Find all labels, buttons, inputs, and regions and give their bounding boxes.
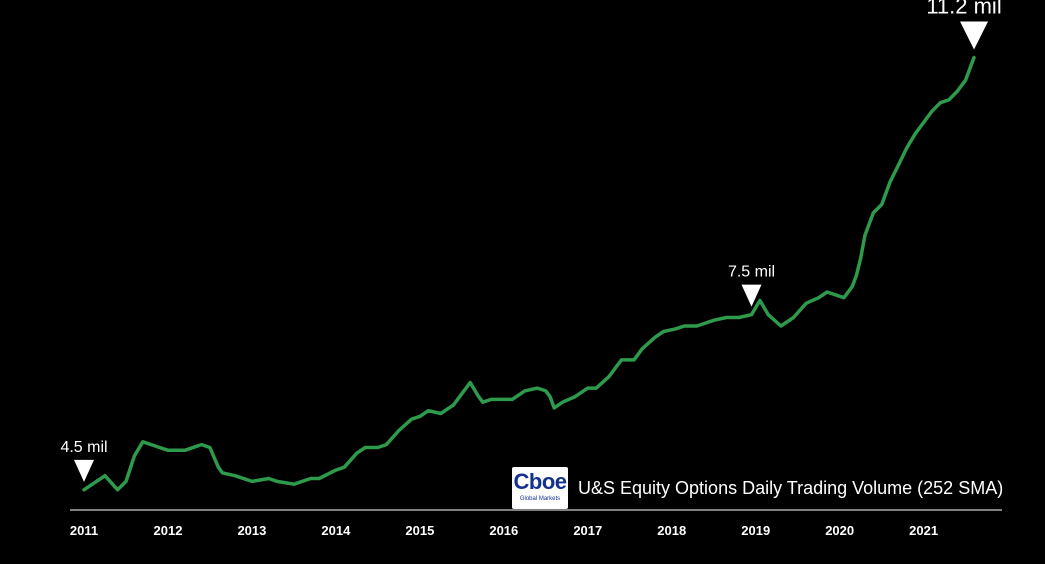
- annotations: 4.5 mil 7.5 mil 11.2 mil: [60, 0, 1002, 482]
- x-axis-ticks: 2011 2012 2013 2014 2015 2016 2017 2018 2019 2020…: [70, 523, 938, 538]
- x-tick-label: 2015: [405, 523, 434, 538]
- x-tick-label: 2017: [573, 523, 602, 538]
- cboe-logo-mark: Cboe: [513, 469, 568, 494]
- x-tick-label: 2021: [909, 523, 938, 538]
- x-tick-label: 2020: [825, 523, 854, 538]
- x-tick-label: 2018: [657, 523, 686, 538]
- x-tick-label: 2019: [741, 523, 770, 538]
- x-tick-label: 2016: [489, 523, 518, 538]
- x-tick-label: 2013: [237, 523, 266, 538]
- annotation-label: 11.2 mil: [926, 0, 1001, 19]
- annotation-label: 4.5 mil: [60, 439, 107, 456]
- annotation-marker: [74, 459, 94, 482]
- cboe-logo-sub: Global Markets: [519, 496, 561, 502]
- annotation-marker: [741, 284, 762, 307]
- x-tick-label: 2014: [321, 523, 351, 538]
- chart-title: U&S Equity Options Daily Trading Volume …: [578, 478, 1004, 498]
- x-tick-label: 2012: [154, 523, 183, 538]
- annotation-label: 7.5 mil: [728, 264, 775, 281]
- x-tick-label: 2011: [70, 523, 98, 538]
- annotation-marker: [960, 21, 989, 50]
- cboe-logo: Cboe Global Markets: [512, 467, 568, 509]
- series-layer: [82, 55, 976, 492]
- series-line: [82, 55, 976, 492]
